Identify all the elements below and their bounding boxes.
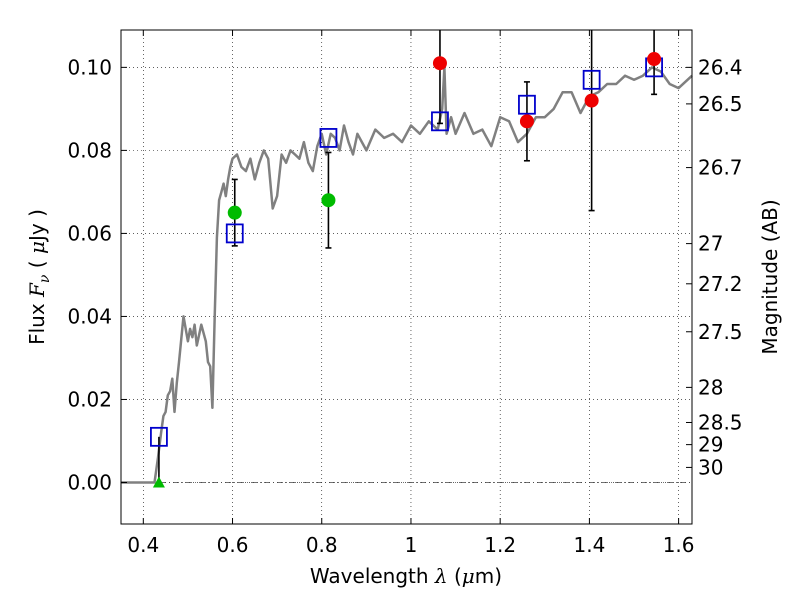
- y-tick-label: 0.00: [67, 470, 112, 494]
- magnitude-tick-label: 26.4: [698, 55, 743, 79]
- y-tick-label: 0.02: [67, 387, 112, 411]
- marker-group: [150, 52, 663, 488]
- flux-measurement-point: [432, 56, 447, 71]
- plot-background: [121, 30, 692, 524]
- flux-measurement-point: [519, 114, 534, 129]
- magnitude-tick-label: 27.2: [698, 272, 743, 296]
- model-spectrum-line: [121, 66, 693, 484]
- ticks: 0.4 0.6 0.8 1 1.2 1.4 1.6 0.00 0.02 0.04 0.06 0.08 0…: [67, 30, 743, 557]
- magnitude-tick-label: 27: [698, 232, 723, 256]
- flux-measurement-point: [584, 93, 599, 108]
- magnitude-tick-label: 27.5: [698, 320, 743, 344]
- flux-measurement-point: [321, 193, 336, 208]
- model-photometry-square: [225, 223, 244, 244]
- x-tick-label: 0.8: [306, 533, 338, 557]
- flux-measurement-point: [647, 52, 662, 67]
- magnitude-tick-label: 28.5: [698, 410, 743, 434]
- magnitude-tick-label: 30: [698, 455, 723, 479]
- x-tick-label: 1.4: [573, 533, 605, 557]
- flux-measurement-point: [227, 205, 242, 220]
- x-tick-label: 0.4: [127, 533, 159, 557]
- y-tick-label: 0.06: [67, 221, 112, 245]
- model-photometry-square: [431, 111, 449, 132]
- magnitude-tick-label: 26.7: [698, 156, 743, 180]
- y-tick-label: 0.08: [67, 138, 112, 162]
- magnitude-axis-title: Magnitude (AB): [758, 199, 782, 354]
- x-axis-title: Wavelength λ (μm): [310, 564, 502, 588]
- model-photometry-square: [582, 69, 601, 90]
- x-tick-label: 1.2: [484, 533, 516, 557]
- model-photometry-square: [150, 426, 168, 447]
- y-tick-label: 0.04: [67, 304, 112, 328]
- magnitude-tick-label: 26.5: [698, 92, 743, 116]
- spectrum-group: [121, 66, 693, 484]
- x-tick-label: 0.6: [217, 533, 249, 557]
- plot-frame: [120, 29, 693, 525]
- x-tick-label: 1: [405, 533, 418, 557]
- non-detection-triangle: [152, 476, 165, 488]
- y-axis-title: Flux Fν ( μJy ): [25, 209, 53, 345]
- errorbar-group: [158, 30, 658, 483]
- model-photometry-square: [518, 94, 536, 115]
- magnitude-tick-label: 29: [698, 433, 723, 457]
- model-photometry-square: [319, 128, 338, 148]
- magnitude-tick-label: 28: [698, 375, 723, 399]
- x-tick-label: 1.6: [663, 533, 695, 557]
- y-tick-label: 0.10: [67, 55, 112, 79]
